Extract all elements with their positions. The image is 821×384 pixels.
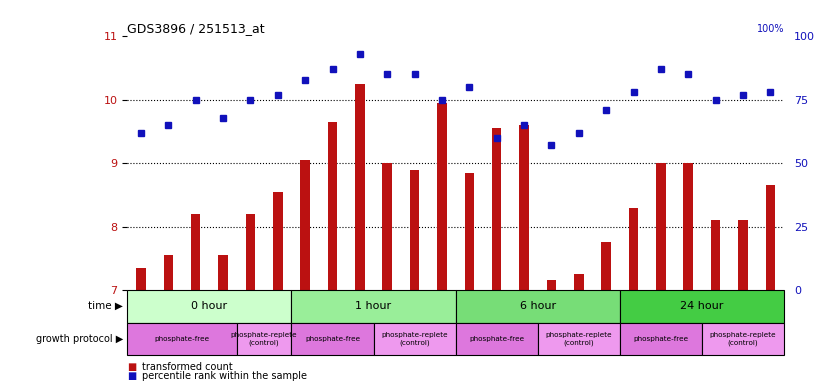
Text: 24 hour: 24 hour [681,301,723,311]
Bar [456,290,620,323]
Text: transformed count: transformed count [142,362,233,372]
Bar [136,268,146,290]
Text: phosphate-replete
(control): phosphate-replete (control) [545,332,612,346]
Bar [620,290,784,323]
Bar [738,220,748,290]
Text: 1 hour: 1 hour [355,301,392,311]
Text: phosphate-free: phosphate-free [305,336,360,342]
Text: GDS3896 / 251513_at: GDS3896 / 251513_at [127,22,265,35]
Text: ■: ■ [127,362,136,372]
Text: phosphate-replete
(control): phosphate-replete (control) [709,332,777,346]
Bar [656,163,666,290]
Bar [438,103,447,290]
Bar [629,207,639,290]
Bar [374,323,456,355]
Bar [383,163,392,290]
Text: 0 hour: 0 hour [191,301,227,311]
Text: phosphate-replete
(control): phosphate-replete (control) [381,332,448,346]
Text: ■: ■ [127,371,136,381]
Text: growth protocol ▶: growth protocol ▶ [36,334,123,344]
Text: phosphate-free: phosphate-free [633,336,689,342]
Bar [547,280,557,290]
Bar [127,323,236,355]
Bar [620,323,702,355]
Text: phosphate-free: phosphate-free [154,336,209,342]
Bar [291,323,374,355]
Text: 6 hour: 6 hour [520,301,556,311]
Bar [465,173,475,290]
Text: phosphate-free: phosphate-free [469,336,525,342]
Bar [519,125,529,290]
Bar [245,214,255,290]
Bar [190,214,200,290]
Bar [602,242,611,290]
Bar [410,170,420,290]
Bar [456,323,538,355]
Bar [538,323,620,355]
Bar [711,220,721,290]
Bar [683,163,693,290]
Bar [291,290,456,323]
Text: 100%: 100% [757,24,784,34]
Bar [127,290,291,323]
Text: percentile rank within the sample: percentile rank within the sample [142,371,307,381]
Bar [355,84,365,290]
Bar [300,160,310,290]
Bar [766,185,775,290]
Bar [236,323,291,355]
Bar [574,274,584,290]
Bar [702,323,784,355]
Bar [273,192,282,290]
Text: phosphate-replete
(control): phosphate-replete (control) [231,332,297,346]
Bar [163,255,173,290]
Bar [328,122,337,290]
Text: time ▶: time ▶ [89,301,123,311]
Bar [218,255,228,290]
Bar [492,128,502,290]
